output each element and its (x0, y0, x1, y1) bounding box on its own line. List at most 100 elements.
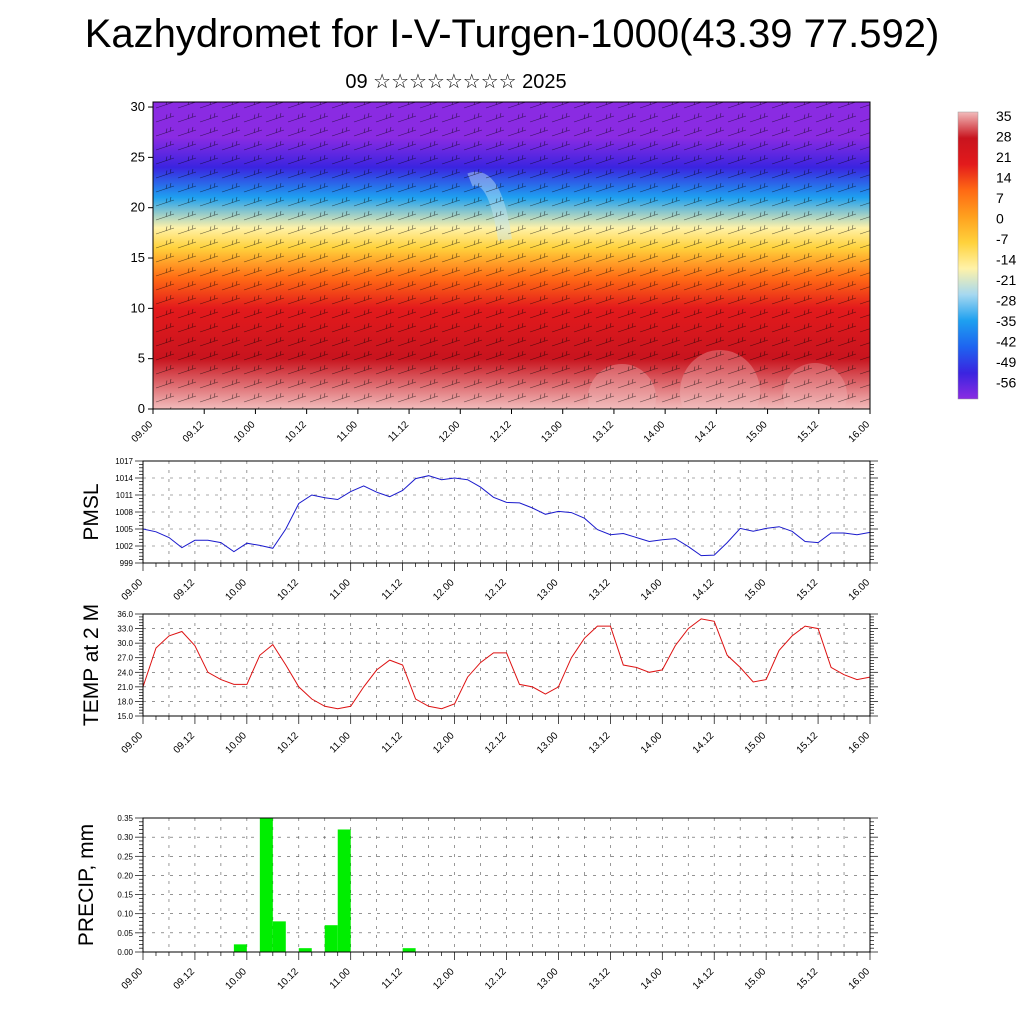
y-tick-label: 33.0 (117, 625, 133, 634)
precip-bar (298, 948, 312, 952)
precip-panel: 0.00 0.05 0.10 0.15 0.20 0.25 0.30 0.35 09.00 09.… (75, 814, 878, 992)
y-tick-label: 0.25 (117, 852, 133, 861)
precip-axis-label: PRECIP, mm (75, 824, 98, 946)
colorbar-labels: 35 28 21 14 7 0 -7 -14 -21 -28 -35 -42 -49 -56 (996, 108, 1016, 391)
x-tick-label: 10.00 (224, 966, 250, 992)
colorbar-label: -28 (996, 293, 1016, 309)
colorbar-label: 28 (996, 129, 1012, 145)
x-tick-label: 11.00 (328, 730, 353, 755)
x-tick-label: 11.12 (386, 419, 411, 444)
colorbar-label: -42 (996, 334, 1016, 350)
x-tick-label: 10.00 (232, 419, 258, 445)
colorbar-label: 35 (996, 108, 1012, 124)
x-tick-label: 10.12 (275, 730, 301, 756)
y-tick-label: 0.20 (117, 871, 133, 880)
x-tick-label: 12.00 (431, 577, 457, 603)
x-tick-label: 11.12 (380, 966, 405, 991)
x-tick-label: 14.00 (642, 419, 668, 445)
x-tick-label: 13.12 (591, 419, 617, 445)
page-subtitle: 09 ☆☆☆☆☆☆☆☆ 2025 (345, 71, 567, 93)
x-tick-label: 11.12 (380, 577, 405, 602)
y-tick-label: 0.10 (117, 910, 133, 919)
x-tick-label: 15.00 (743, 577, 769, 603)
y-tick-label: 1002 (115, 542, 133, 551)
x-tick-label: 12.12 (483, 730, 509, 756)
x-tick-label: 12.12 (483, 577, 509, 603)
pmsl-axis-label: PMSL (80, 483, 103, 540)
y-tick-label: 5 (138, 351, 145, 366)
y-tick-label: 10 (131, 300, 145, 315)
y-tick-label: 1008 (115, 508, 133, 517)
x-tick-label: 13.12 (587, 730, 613, 756)
y-tick-label: 36.0 (117, 610, 133, 619)
cross-section-x-axis: 09.00 09.12 10.00 10.12 11.00 11.12 12.00 12.12… (130, 409, 873, 445)
cross-section-y-axis: 0 5 10 15 20 25 30 (131, 99, 153, 416)
precip-bar (233, 944, 247, 952)
colorbar-label: 14 (996, 170, 1012, 186)
x-tick-label: 09.00 (120, 966, 146, 992)
y-tick-label: 27.0 (117, 654, 133, 663)
pmsl-panel: 999 1002 1005 1008 1011 1014 1017 09.00 09.12 10.… (80, 457, 878, 603)
colorbar-label: 21 (996, 149, 1012, 165)
y-tick-label: 0.15 (117, 891, 133, 900)
x-tick-label: 12.00 (431, 966, 457, 992)
x-tick-label: 10.12 (275, 577, 301, 603)
x-tick-label: 12.12 (488, 419, 514, 445)
colorbar-label: -14 (996, 252, 1016, 268)
x-tick-label: 13.12 (587, 577, 613, 603)
colorbar-label: 7 (996, 190, 1004, 206)
x-tick-label: 15.00 (744, 419, 770, 445)
x-tick-label: 09.12 (172, 730, 198, 756)
x-tick-label: 16.00 (847, 966, 873, 992)
x-tick-label: 13.00 (535, 730, 561, 756)
x-tick-label: 09.00 (120, 577, 146, 603)
x-tick-label: 16.00 (847, 577, 873, 603)
precip-bar (324, 925, 338, 952)
heat-texture (153, 102, 870, 409)
x-tick-label: 10.00 (224, 577, 250, 603)
temp-axis-label: TEMP at 2 M (80, 604, 103, 726)
y-tick-label: 15.0 (117, 712, 133, 721)
y-tick-label: 1011 (116, 491, 134, 500)
x-tick-label: 09.12 (172, 577, 198, 603)
y-tick-label: 0 (138, 401, 145, 416)
precip-bar (259, 818, 273, 952)
x-tick-label: 12.12 (483, 966, 509, 992)
x-tick-label: 12.00 (437, 419, 463, 445)
x-tick-label: 14.12 (693, 419, 719, 445)
colorbar-label: -35 (996, 313, 1016, 329)
precip-bar (337, 829, 351, 952)
page-title: Kazhydromet for I-V-Turgen-1000(43.39 77… (84, 12, 940, 56)
colorbar-label: -7 (996, 231, 1009, 247)
y-tick-label: 0.35 (117, 814, 133, 823)
x-tick-label: 10.00 (224, 730, 250, 756)
y-tick-label: 0.05 (117, 929, 133, 938)
y-tick-label: 30.0 (117, 639, 133, 648)
y-tick-label: 1014 (115, 474, 133, 483)
y-tick-label: 30 (131, 99, 145, 114)
x-tick-label: 16.00 (847, 730, 873, 756)
y-tick-label: 999 (120, 559, 134, 568)
colorbar-label: -21 (996, 272, 1016, 288)
x-tick-label: 15.00 (743, 966, 769, 992)
x-tick-label: 15.12 (795, 577, 821, 603)
x-tick-label: 11.12 (380, 730, 405, 755)
y-tick-label: 0.30 (117, 833, 133, 842)
pmsl-series-line (142, 475, 871, 557)
y-tick-label: 20 (131, 200, 145, 215)
y-tick-label: 1005 (115, 525, 133, 534)
x-tick-label: 14.12 (691, 577, 717, 603)
colorbar-label: -49 (996, 354, 1016, 370)
x-tick-label: 11.00 (328, 966, 353, 991)
x-tick-label: 16.00 (847, 419, 873, 445)
y-tick-label: 18.0 (117, 697, 133, 706)
x-tick-label: 14.00 (639, 966, 665, 992)
x-tick-label: 15.12 (795, 419, 821, 445)
x-tick-label: 14.00 (639, 730, 665, 756)
colorbar-ramp (957, 111, 979, 400)
x-tick-label: 13.00 (539, 419, 565, 445)
colorbar: 35 28 21 14 7 0 -7 -14 -21 -28 -35 -42 -49 -56 (957, 108, 1016, 400)
x-tick-label: 09.00 (120, 730, 146, 756)
x-tick-label: 11.00 (335, 419, 360, 444)
colorbar-label: 0 (996, 211, 1004, 227)
